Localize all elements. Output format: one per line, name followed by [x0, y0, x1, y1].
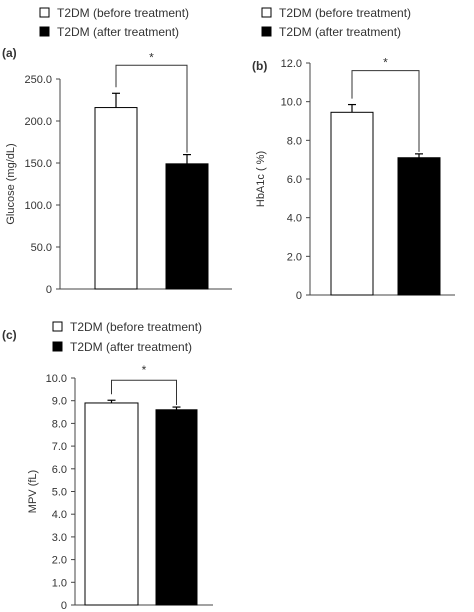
y-tick-label: 3.0 — [52, 532, 67, 544]
legend-swatch-before — [39, 7, 50, 18]
y-tick-label: 2.0 — [52, 555, 67, 567]
significance-marker: * — [149, 50, 154, 64]
significance-bracket — [351, 70, 420, 152]
y-axis-label: MPV (fL) — [27, 470, 39, 513]
legend-label-before: T2DM (before treatment) — [279, 6, 411, 20]
bar-after-treatment — [165, 163, 209, 290]
significance-bracket — [115, 64, 188, 153]
y-tick-label: 200.0 — [24, 116, 52, 128]
y-tick-label: 12.0 — [281, 58, 302, 70]
y-tick-label: 5.0 — [52, 487, 67, 499]
y-tick-label: 9.0 — [52, 396, 67, 408]
legend-swatch-after — [261, 26, 272, 37]
y-tick-label: 100.0 — [24, 200, 52, 212]
bar-after-treatment — [155, 409, 198, 606]
bar-after-treatment — [397, 157, 441, 296]
panel-label: (c) — [2, 328, 17, 342]
y-tick-label: 0 — [46, 284, 52, 296]
y-tick-label: 4.0 — [287, 213, 302, 225]
y-axis-label: HbA1c ( %) — [255, 151, 267, 207]
significance-marker: * — [383, 56, 388, 70]
panel-label: (b) — [252, 59, 267, 73]
y-tick-label: 7.0 — [52, 441, 67, 453]
bar-before-treatment — [330, 111, 374, 296]
legend-swatch-after — [52, 341, 63, 352]
y-tick-label: 6.0 — [52, 464, 67, 476]
bar-before-treatment — [94, 107, 138, 290]
y-tick-label: 250.0 — [24, 74, 52, 86]
legend-label-after: T2DM (after treatment) — [279, 25, 401, 39]
legend-label-before: T2DM (before treatment) — [57, 6, 189, 20]
y-tick-label: 50.0 — [31, 242, 52, 254]
y-tick-label: 2.0 — [287, 251, 302, 263]
panel-label: (a) — [2, 46, 17, 60]
y-tick-label: 150.0 — [24, 158, 52, 170]
legend-label-after: T2DM (after treatment) — [57, 25, 179, 39]
bar-before-treatment — [84, 402, 139, 606]
legend-swatch-after — [39, 26, 50, 37]
legend-swatch-before — [52, 321, 63, 332]
y-tick-label: 0 — [296, 290, 302, 302]
significance-bracket — [111, 379, 177, 406]
legend-label-after: T2DM (after treatment) — [70, 340, 192, 354]
legend-swatch-before — [261, 7, 272, 18]
y-axis-label: Glucose (mg/dL) — [5, 143, 17, 224]
y-tick-label: 8.0 — [287, 135, 302, 147]
significance-marker: * — [142, 363, 147, 377]
y-tick-label: 4.0 — [52, 509, 67, 521]
y-tick-label: 1.0 — [52, 577, 67, 589]
y-tick-label: 10.0 — [46, 373, 67, 385]
legend-label-before: T2DM (before treatment) — [70, 320, 202, 334]
y-tick-label: 0 — [61, 600, 67, 612]
y-tick-label: 10.0 — [281, 97, 302, 109]
y-tick-label: 6.0 — [287, 174, 302, 186]
y-tick-label: 8.0 — [52, 418, 67, 430]
